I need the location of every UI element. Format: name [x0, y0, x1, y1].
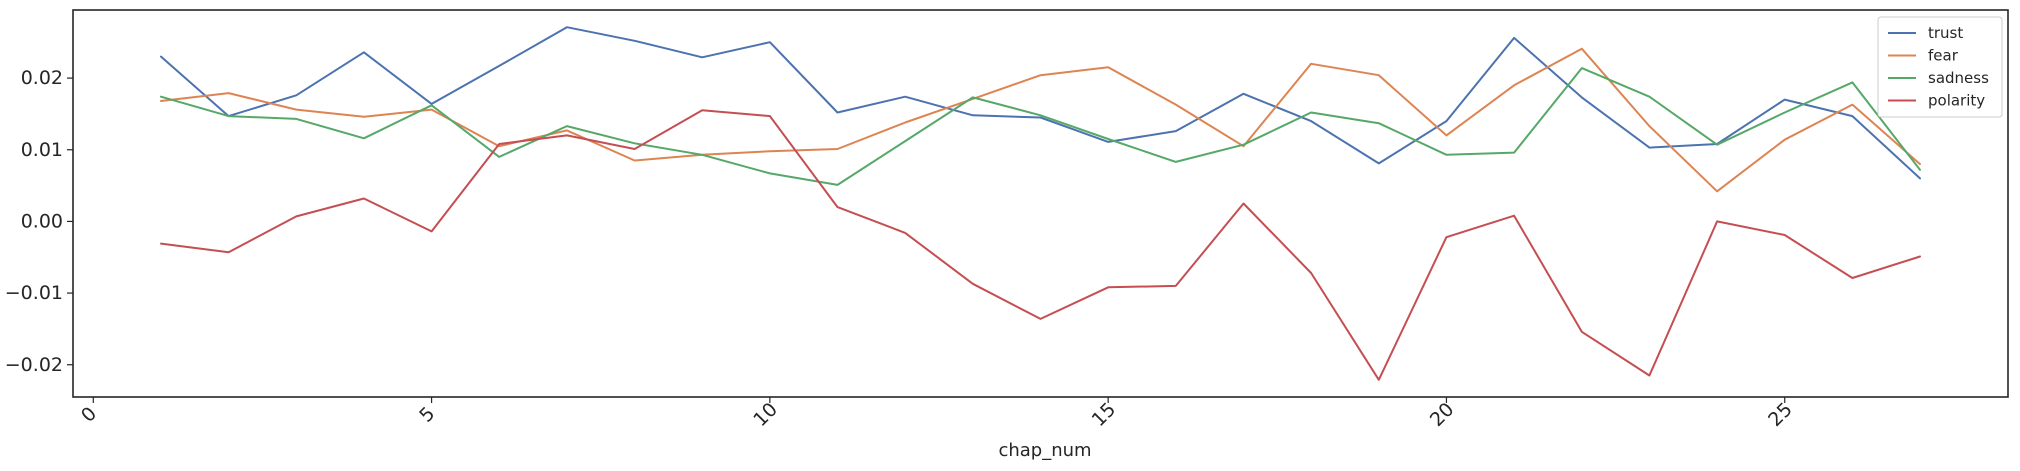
x-tick-label: 20: [1426, 398, 1459, 431]
x-tick-label: 25: [1764, 398, 1797, 431]
series-line-polarity: [160, 109, 1921, 381]
legend-box: [1877, 16, 2003, 118]
series-line-trust: [160, 26, 1921, 180]
y-tick-label: 0.02: [21, 67, 63, 89]
y-axis: −0.02 −0.01 0.00 0.01 0.02: [5, 67, 73, 376]
x-tick-label: 10: [749, 398, 782, 431]
y-tick-label: 0.01: [21, 139, 63, 161]
plot-area: [73, 10, 2008, 397]
y-tick-label: 0.00: [21, 210, 63, 232]
x-axis-label: chap_num: [998, 440, 1091, 461]
x-axis: 0 5 10 15 20 25: [77, 397, 1797, 431]
legend-label-polarity: polarity: [1928, 92, 1985, 110]
series-line-sadness: [160, 67, 1921, 186]
series-layer: [160, 26, 1921, 381]
legend-label-trust: trust: [1928, 24, 1963, 42]
legend-label-sadness: sadness: [1928, 69, 1989, 87]
y-tick-label: −0.02: [5, 354, 63, 376]
x-tick-label: 15: [1088, 398, 1121, 431]
legend: trust fear sadness polarity: [1877, 16, 2003, 118]
y-tick-label: −0.01: [5, 282, 63, 304]
x-tick-label: 0: [77, 403, 101, 427]
x-tick-label: 5: [415, 403, 439, 427]
legend-label-fear: fear: [1928, 47, 1959, 65]
plot-frame: [72, 9, 2009, 398]
